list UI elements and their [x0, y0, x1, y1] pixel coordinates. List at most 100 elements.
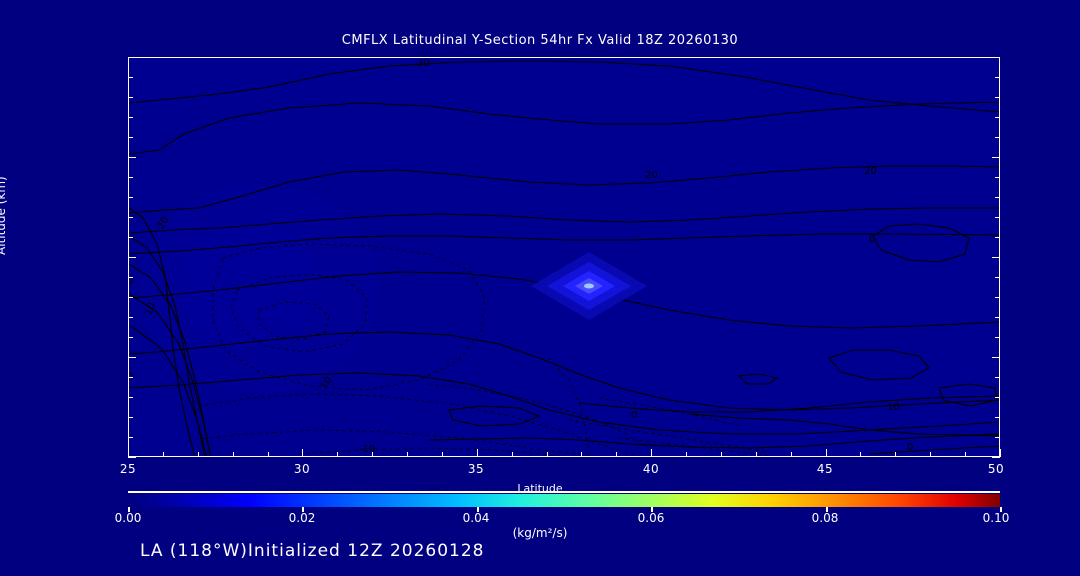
contour-label: 20	[156, 215, 172, 231]
x-axis-tick	[163, 452, 164, 457]
y-axis-tick	[128, 117, 133, 118]
contour-label: 0	[907, 442, 913, 453]
y-axis-tick	[995, 197, 1000, 198]
y-axis-tick	[995, 297, 1000, 298]
colorbar-tick	[302, 507, 304, 512]
contour-label: 10	[887, 402, 900, 413]
y-axis-tick	[995, 437, 1000, 438]
x-axis-tick	[337, 452, 338, 457]
colorbar-top-rule	[128, 491, 1000, 493]
y-axis-tick	[128, 157, 136, 158]
x-axis-tick	[512, 452, 513, 457]
y-axis-tick	[992, 257, 1000, 258]
contour-label: 0	[631, 410, 637, 421]
plot-area: 20 20 20 0 10 0 0 20 10 10 -10 0 0	[128, 57, 1000, 457]
chart-title: CMFLX Latitudinal Y-Section 54hr Fx Vali…	[341, 33, 739, 48]
contour-label: -10	[359, 444, 375, 455]
contour-label: 20	[417, 58, 430, 69]
y-axis-tick	[995, 217, 1000, 218]
x-axis-tick	[756, 452, 757, 457]
x-axis-tick	[198, 452, 199, 457]
x-axis-tick	[302, 449, 303, 457]
y-axis-tick	[995, 137, 1000, 138]
colorbar-tick	[477, 507, 479, 512]
y-axis-tick	[128, 97, 133, 98]
x-axis-tick	[547, 452, 548, 457]
y-axis-tick	[128, 257, 136, 258]
y-axis-tick	[128, 297, 133, 298]
colorbar	[128, 494, 1000, 507]
colorbar-label-5: 0.10	[982, 511, 1010, 525]
x-axis-tick	[686, 452, 687, 457]
x-axis-tick	[965, 452, 966, 457]
x-tick-label-25: 25	[119, 462, 137, 476]
contour-label: 10	[143, 301, 158, 317]
y-axis-tick	[995, 317, 1000, 318]
x-axis-tick	[442, 452, 443, 457]
y-axis-tick	[128, 377, 133, 378]
contour-label: 0	[869, 234, 875, 245]
colorbar-tick	[826, 507, 828, 512]
contour-label: 20	[645, 170, 658, 181]
y-axis-tick	[995, 117, 1000, 118]
x-tick-label-40: 40	[642, 462, 660, 476]
y-axis-tick	[128, 277, 133, 278]
y-axis-tick	[992, 57, 1000, 58]
y-axis-tick	[128, 437, 133, 438]
x-axis-tick	[128, 449, 129, 457]
x-axis-tick	[826, 449, 827, 457]
y-axis-tick	[128, 137, 133, 138]
x-axis-tick	[860, 452, 861, 457]
x-axis-tick	[233, 452, 234, 457]
y-axis-tick	[995, 377, 1000, 378]
x-axis-tick	[721, 452, 722, 457]
x-axis-tick	[930, 452, 931, 457]
y-axis-tick	[995, 177, 1000, 178]
y-axis-tick	[128, 317, 133, 318]
y-axis-tick	[128, 357, 136, 358]
y-axis-tick	[992, 357, 1000, 358]
y-axis-tick	[995, 337, 1000, 338]
x-axis-tick	[268, 452, 269, 457]
y-axis-tick	[128, 457, 136, 458]
x-tick-label-35: 35	[467, 462, 485, 476]
y-axis-tick	[128, 237, 133, 238]
figure-caption: LA (118°W)Initialized 12Z 20260128	[140, 541, 485, 561]
contour-label: 20	[864, 166, 877, 177]
colorbar-label-0: 0.00	[114, 511, 142, 525]
y-axis-tick	[128, 397, 133, 398]
colorbar-label-1: 0.02	[288, 511, 316, 525]
contour-label: 0	[129, 276, 133, 287]
colorbar-label-2: 0.04	[462, 511, 490, 525]
colorbar-tick	[1000, 507, 1002, 512]
y-axis-tick	[995, 277, 1000, 278]
x-tick-label-50: 50	[987, 462, 1005, 476]
x-axis-tick	[1000, 449, 1001, 457]
y-axis-tick	[128, 57, 136, 58]
x-axis-tick	[477, 449, 478, 457]
y-axis-tick	[995, 77, 1000, 78]
x-axis-tick	[791, 452, 792, 457]
x-tick-label-30: 30	[293, 462, 311, 476]
x-axis-tick	[616, 452, 617, 457]
colorbar-label-3: 0.06	[637, 511, 665, 525]
y-axis-tick	[128, 197, 133, 198]
y-axis-tick	[128, 177, 133, 178]
x-axis-tick	[372, 452, 373, 457]
y-axis-tick	[128, 217, 133, 218]
y-axis-tick	[128, 337, 133, 338]
y-axis-tick	[995, 237, 1000, 238]
colorbar-label-4: 0.08	[811, 511, 839, 525]
x-axis-tick	[407, 452, 408, 457]
colorbar-tick	[128, 507, 130, 512]
colorbar-tick	[651, 507, 653, 512]
y-axis-label: Altitude (km)	[0, 176, 8, 255]
y-axis-tick	[992, 157, 1000, 158]
y-axis-tick	[992, 457, 1000, 458]
x-axis-tick	[895, 452, 896, 457]
y-axis-tick	[995, 397, 1000, 398]
y-axis-tick	[128, 77, 133, 78]
y-axis-tick	[995, 97, 1000, 98]
x-axis-tick	[581, 452, 582, 457]
